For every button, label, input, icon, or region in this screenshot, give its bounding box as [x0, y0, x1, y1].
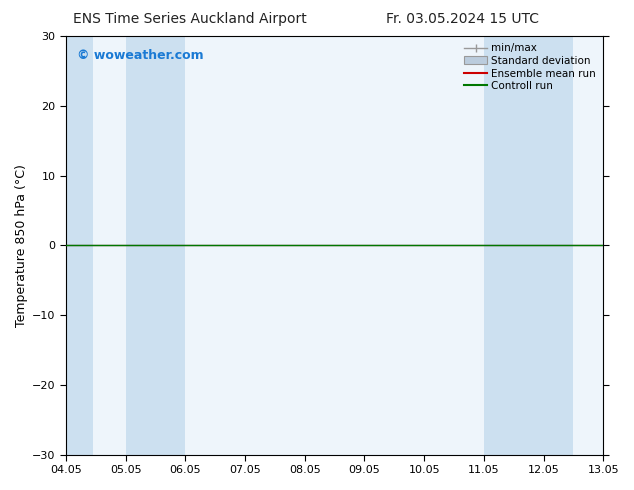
Bar [484, 36, 573, 455]
Y-axis label: Temperature 850 hPa (°C): Temperature 850 hPa (°C) [15, 164, 28, 327]
Legend: min/max, Standard deviation, Ensemble mean run, Controll run: min/max, Standard deviation, Ensemble me… [460, 39, 600, 96]
Bar [66, 36, 93, 455]
Text: ENS Time Series Auckland Airport: ENS Time Series Auckland Airport [74, 12, 307, 26]
Bar [603, 36, 633, 455]
Text: Fr. 03.05.2024 15 UTC: Fr. 03.05.2024 15 UTC [386, 12, 540, 26]
Bar [126, 36, 185, 455]
Text: © woweather.com: © woweather.com [77, 49, 204, 62]
